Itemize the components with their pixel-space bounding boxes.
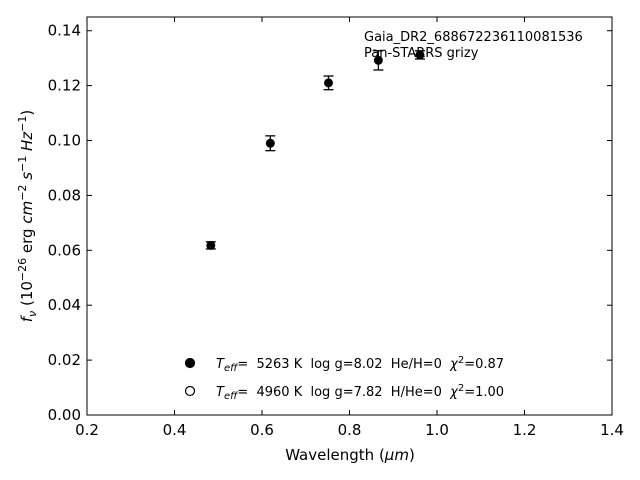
plot-area — [86, 16, 613, 416]
annotation-survey: Pan-STARRS grizy — [364, 46, 479, 61]
y-tick-label: 0.10 — [48, 132, 81, 150]
legend-text-part: =0.87 — [464, 357, 504, 372]
x-axis-label-unit: μm — [384, 446, 409, 464]
y-tick-label: 0.12 — [48, 77, 81, 95]
data-point — [206, 240, 216, 250]
legend-text-part: χ — [449, 385, 459, 400]
x-tick-label: 1.0 — [425, 421, 449, 439]
y-axis-label-part: f — [18, 314, 36, 322]
y-axis-label-part: s — [18, 172, 36, 185]
legend-text-part: = 4960 K log g=7.82 H/He=0 — [237, 385, 450, 400]
x-tick-label: 0.2 — [75, 421, 99, 439]
legend-text-part: = 5263 K log g=8.02 He/H=0 — [237, 357, 450, 372]
legend-text-part: T — [216, 357, 225, 372]
y-axis-label-part: −2 — [16, 185, 29, 201]
legend-marker-filled — [184, 357, 196, 369]
legend: Teff= 5263 K log g=8.02 He/H=0 χ2=0.87Te… — [184, 355, 504, 402]
y-axis-label-part: cm — [18, 201, 36, 224]
legend-text-part: T — [216, 385, 225, 400]
y-axis-ticks: 0.00 0.02 0.04 0.06 0.08 0.10 0.12 0.14 — [48, 22, 612, 424]
y-tick-label: 0.14 — [48, 22, 81, 40]
data-points — [205, 50, 425, 250]
y-tick-label: 0.04 — [48, 296, 81, 314]
x-axis-ticks: 0.2 0.4 0.6 0.8 1.0 1.2 1.4 — [75, 17, 624, 439]
legend-text-part: 2 — [458, 355, 464, 366]
y-axis-label-part: ) — [18, 110, 36, 116]
data-point — [373, 55, 383, 65]
data-point — [324, 78, 333, 88]
legend-text-part: χ — [449, 357, 459, 372]
y-axis-label-part: −1 — [16, 116, 29, 132]
legend-entry-text: Teff= 5263 K log g=8.02 He/H=0 χ2=0.87 — [216, 355, 504, 374]
y-axis-label-part: −26 — [16, 258, 29, 281]
annotation-star-id: Gaia_DR2_688672236110081536 — [364, 30, 583, 45]
y-axis-label: fν (10−26 erg cm−2 s−1 Hz−1) — [16, 110, 39, 322]
x-tick-label: 1.4 — [600, 421, 624, 439]
y-tick-label: 0.08 — [48, 186, 81, 204]
y-axis-label-part: Hz — [18, 131, 36, 156]
data-point — [415, 50, 425, 60]
y-tick-label: 0.06 — [48, 241, 81, 259]
y-axis-label-part: ν — [26, 311, 39, 317]
x-tick-label: 0.8 — [338, 421, 362, 439]
legend-entry-text: Teff= 4960 K log g=7.82 H/He=0 χ2=1.00 — [216, 383, 504, 402]
x-tick-label: 1.2 — [513, 421, 537, 439]
y-axis-label-part: erg — [18, 224, 36, 258]
y-tick-label: 0.02 — [48, 351, 81, 369]
legend-text-part: =1.00 — [464, 385, 504, 400]
y-tick-label: 0.00 — [48, 406, 81, 424]
y-axis-label-part: −1 — [16, 156, 29, 172]
legend-marker-open — [184, 385, 196, 397]
y-axis-label-part: (10 — [18, 281, 36, 311]
legend-text-part: eff — [224, 391, 239, 402]
legend-text-part: eff — [224, 363, 239, 374]
x-tick-label: 0.6 — [250, 421, 274, 439]
data-point — [265, 138, 275, 148]
x-axis-label: Wavelength (μm) — [285, 446, 415, 464]
x-tick-label: 0.4 — [163, 421, 187, 439]
legend-text-part: 2 — [458, 383, 464, 394]
